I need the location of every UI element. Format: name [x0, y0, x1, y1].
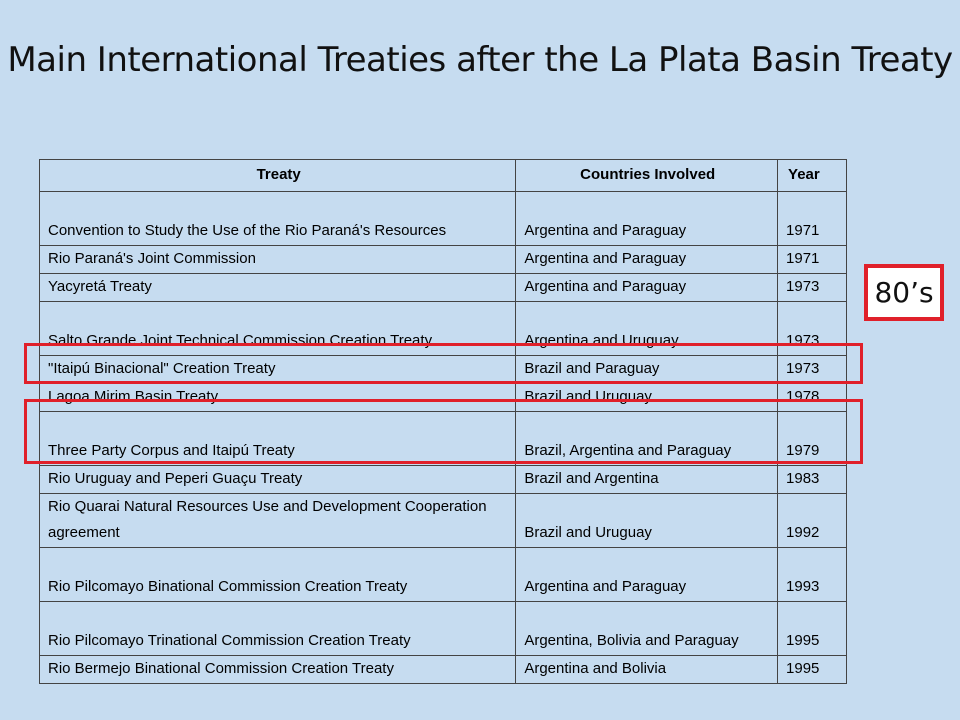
- table-row: Salto Grande Joint Technical Commission …: [38, 301, 847, 356]
- table-row: Rio Bermejo Binational Commission Creati…: [38, 655, 847, 684]
- highlight-box-itaipu: [24, 343, 863, 384]
- year-cell: 1973: [777, 355, 847, 384]
- year-cell: 1995: [777, 601, 847, 656]
- highlight-box-three-party: [24, 399, 863, 464]
- table-row: Rio Quarai Natural Resources Use and Dev…: [38, 493, 847, 548]
- table-row: "Itaipú Binacional" Creation Treaty Braz…: [38, 355, 847, 384]
- year-cell: 1971: [777, 245, 847, 274]
- treaty-cell: Three Party Corpus and Itaipú Treaty: [38, 411, 517, 466]
- treaty-cell: Rio Uruguay and Peperi Guaçu Treaty: [38, 465, 517, 494]
- year-cell: 1973: [777, 273, 847, 302]
- table-row: Yacyretá Treaty Argentina and Paraguay 1…: [38, 273, 847, 302]
- year-cell: 1973: [777, 301, 847, 356]
- table-row: Rio Pilcomayo Trinational Commission Cre…: [38, 601, 847, 656]
- countries-cell: Brazil and Uruguay: [515, 493, 779, 548]
- countries-cell: Argentina and Paraguay: [515, 191, 779, 246]
- table-row: Rio Uruguay and Peperi Guaçu Treaty Braz…: [38, 465, 847, 494]
- countries-cell: Brazil and Argentina: [515, 465, 779, 494]
- countries-cell: Argentina and Bolivia: [515, 655, 779, 684]
- countries-cell: Argentina, Bolivia and Paraguay: [515, 601, 779, 656]
- header-year: Year: [777, 159, 847, 192]
- treaties-table: Treaty Countries Involved Year Conventio…: [38, 159, 847, 684]
- table-row: Three Party Corpus and Itaipú Treaty Bra…: [38, 411, 847, 466]
- year-cell: 1995: [777, 655, 847, 684]
- table-row: Convention to Study the Use of the Rio P…: [38, 191, 847, 246]
- header-treaty: Treaty: [38, 159, 517, 192]
- year-cell: 1971: [777, 191, 847, 246]
- decade-callout: 80’s: [864, 264, 944, 321]
- table-row: Rio Pilcomayo Binational Commission Crea…: [38, 547, 847, 602]
- treaty-cell: Rio Pilcomayo Trinational Commission Cre…: [38, 601, 517, 656]
- treaty-cell: Rio Bermejo Binational Commission Creati…: [38, 655, 517, 684]
- countries-cell: Argentina and Paraguay: [515, 245, 779, 274]
- treaty-cell: Convention to Study the Use of the Rio P…: [38, 191, 517, 246]
- year-cell: 1993: [777, 547, 847, 602]
- table-row: Rio Paraná's Joint Commission Argentina …: [38, 245, 847, 274]
- year-cell: 1992: [777, 493, 847, 548]
- countries-cell: Brazil, Argentina and Paraguay: [515, 411, 779, 466]
- treaty-cell: Rio Quarai Natural Resources Use and Dev…: [38, 493, 517, 548]
- treaty-cell: Rio Paraná's Joint Commission: [38, 245, 517, 274]
- treaty-cell: Yacyretá Treaty: [38, 273, 517, 302]
- header-countries: Countries Involved: [515, 159, 779, 192]
- countries-cell: Argentina and Paraguay: [515, 273, 779, 302]
- countries-cell: Argentina and Uruguay: [515, 301, 779, 356]
- page-title: Main International Treaties after the La…: [7, 40, 953, 80]
- table-header-row: Treaty Countries Involved Year: [38, 159, 847, 192]
- treaty-cell: Rio Pilcomayo Binational Commission Crea…: [38, 547, 517, 602]
- year-cell: 1983: [777, 465, 847, 494]
- countries-cell: Argentina and Paraguay: [515, 547, 779, 602]
- treaty-cell: "Itaipú Binacional" Creation Treaty: [38, 355, 517, 384]
- countries-cell: Brazil and Paraguay: [515, 355, 779, 384]
